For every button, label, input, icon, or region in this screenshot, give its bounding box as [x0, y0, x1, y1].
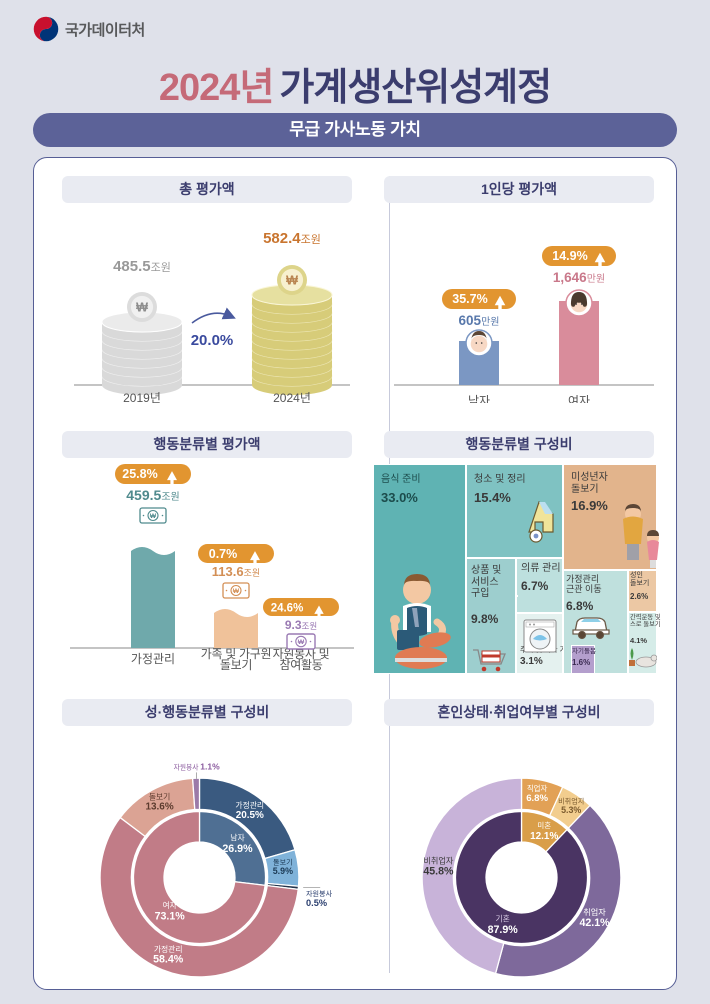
svg-text:가정관리: 가정관리: [154, 944, 183, 954]
svg-text:73.1%: 73.1%: [155, 910, 186, 922]
svg-text:5.3%: 5.3%: [561, 805, 581, 815]
svg-text:가정관리: 가정관리: [131, 652, 175, 666]
svg-text:25.8%: 25.8%: [122, 467, 157, 481]
svg-text:459.5조원: 459.5조원: [126, 487, 179, 503]
svg-text:남자: 남자: [468, 394, 490, 403]
svg-text:26.9%: 26.9%: [222, 843, 253, 855]
svg-text:가정관리: 가정관리: [235, 800, 264, 810]
svg-text:20.5%: 20.5%: [236, 810, 264, 821]
svg-text:₩: ₩: [286, 273, 299, 288]
svg-text:남자: 남자: [230, 834, 244, 843]
svg-text:1,646만원: 1,646만원: [553, 270, 605, 285]
svg-text:₩: ₩: [298, 639, 305, 646]
svg-text:6.8%: 6.8%: [526, 793, 548, 804]
svg-text:113.6조원: 113.6조원: [212, 564, 260, 579]
svg-text:485.5조원: 485.5조원: [113, 258, 171, 275]
svg-text:0.5%: 0.5%: [306, 898, 327, 908]
svg-text:45.8%: 45.8%: [423, 866, 454, 878]
svg-text:돌보기: 돌보기: [149, 792, 171, 801]
svg-text:자원봉사 1.1%: 자원봉사 1.1%: [174, 762, 220, 772]
svg-text:12.1%: 12.1%: [530, 831, 558, 842]
svg-text:₩: ₩: [150, 513, 157, 520]
svg-text:비취업자: 비취업자: [423, 856, 454, 865]
svg-text:기혼: 기혼: [496, 914, 510, 924]
svg-text:₩: ₩: [233, 588, 240, 595]
svg-text:35.7%: 35.7%: [452, 292, 487, 306]
svg-text:42.1%: 42.1%: [579, 917, 610, 929]
svg-text:취업자: 취업자: [583, 908, 606, 917]
svg-text:58.4%: 58.4%: [153, 954, 184, 966]
svg-text:직업자: 직업자: [527, 783, 548, 793]
svg-text:582.4조원: 582.4조원: [263, 230, 321, 247]
svg-text:자원봉사: 자원봉사: [306, 889, 333, 898]
svg-text:참여활동: 참여활동: [280, 658, 323, 671]
svg-text:0.7%: 0.7%: [209, 547, 238, 561]
svg-text:24.6%: 24.6%: [271, 603, 304, 615]
svg-text:여자: 여자: [568, 394, 590, 403]
svg-text:87.9%: 87.9%: [488, 924, 519, 936]
svg-text:14.9%: 14.9%: [552, 249, 587, 263]
svg-text:13.6%: 13.6%: [146, 801, 174, 812]
svg-text:605만원: 605만원: [459, 313, 500, 328]
svg-text:돌보기: 돌보기: [220, 658, 252, 671]
svg-text:미혼: 미혼: [537, 820, 551, 830]
svg-text:5.9%: 5.9%: [273, 866, 293, 876]
svg-text:9.3조원: 9.3조원: [285, 618, 317, 632]
